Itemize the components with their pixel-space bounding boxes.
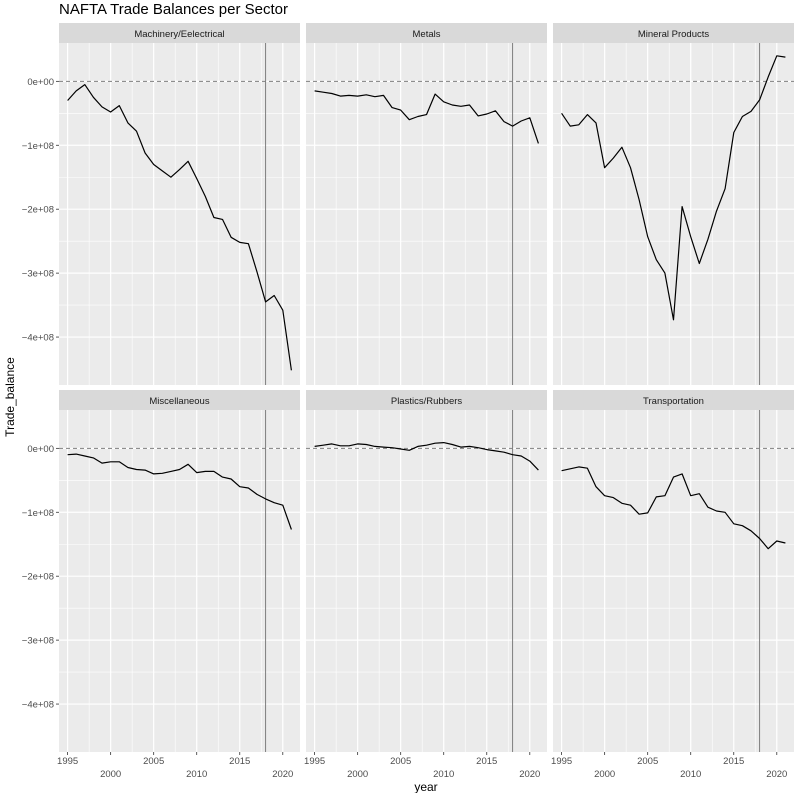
x-tick-label: 2010 <box>680 769 701 780</box>
x-tick-label: 2000 <box>347 769 368 780</box>
facet-strip <box>59 390 300 410</box>
x-tick-label: 2015 <box>229 756 250 767</box>
y-tick-label: −2e+08 <box>22 205 54 216</box>
facet-panels: Machinery/Eelectrical 0e+00 −1e+08 −2e+08 −3… <box>22 23 794 780</box>
panel-background <box>306 410 547 752</box>
y-tick-label: −4e+08 <box>22 333 54 344</box>
panel-background <box>59 410 300 752</box>
x-tick-label: 2010 <box>186 769 207 780</box>
x-tick-label: 1995 <box>57 756 78 767</box>
series-line <box>314 90 539 144</box>
y-tick-label: −1e+08 <box>22 508 54 519</box>
y-tick-label: 0e+00 <box>27 444 54 455</box>
y-tick-label: −4e+08 <box>22 700 54 711</box>
series-line <box>561 466 786 550</box>
facet-panel: Mineral Products <box>553 23 794 385</box>
series-line <box>561 55 786 321</box>
series-line <box>67 83 292 371</box>
facet-panel: Plastics/Rubbers 1995 2000 2005 2010 2015 2020 <box>304 390 547 780</box>
y-tick-label: −2e+08 <box>22 572 54 583</box>
x-tick-label: 2000 <box>594 769 615 780</box>
facet-panel: Machinery/Eelectrical 0e+00 −1e+08 −2e+08 −3… <box>22 23 300 385</box>
facet-strip-label: Transportation <box>643 396 704 407</box>
y-tick-label: −1e+08 <box>22 141 54 152</box>
facet-strip <box>306 23 547 43</box>
facet-strip-label: Miscellaneous <box>149 396 209 407</box>
x-tick-label: 2015 <box>476 756 497 767</box>
panel-background <box>553 43 794 385</box>
facet-panel: Miscellaneous 0e+00 −1e+08 −2e+08 −3e+08 −4e+… <box>22 390 300 780</box>
panel-background <box>59 43 300 385</box>
x-tick-label: 2010 <box>433 769 454 780</box>
facet-strip-label: Machinery/Eelectrical <box>134 29 224 40</box>
x-tick-label: 1995 <box>551 756 572 767</box>
facet-strip <box>553 23 794 43</box>
series-line <box>314 442 539 471</box>
chart-title: NAFTA Trade Balances per Sector <box>59 1 288 18</box>
x-tick-label: 2000 <box>100 769 121 780</box>
facet-strip <box>306 390 547 410</box>
x-tick-label: 2020 <box>272 769 293 780</box>
x-tick-label: 2020 <box>766 769 787 780</box>
x-tick-label: 2005 <box>143 756 164 767</box>
y-tick-label: −3e+08 <box>22 636 54 647</box>
x-axis-title: year <box>414 780 437 793</box>
facet-panel: Metals <box>306 23 547 385</box>
facet-strip-label: Plastics/Rubbers <box>391 396 463 407</box>
y-tick-label: −3e+08 <box>22 269 54 280</box>
y-axis-title: Trade_balance <box>3 357 17 437</box>
x-tick-label: 2005 <box>637 756 658 767</box>
series-line <box>67 453 292 530</box>
y-tick-label: 0e+00 <box>27 77 54 88</box>
panel-background <box>306 43 547 385</box>
x-tick-label: 2005 <box>390 756 411 767</box>
x-tick-label: 2015 <box>723 756 744 767</box>
panel-background <box>553 410 794 752</box>
x-tick-label: 1995 <box>304 756 325 767</box>
facet-strip <box>553 390 794 410</box>
facet-strip-label: Mineral Products <box>638 29 710 40</box>
facet-strip-label: Metals <box>413 29 441 40</box>
x-tick-label: 2020 <box>519 769 540 780</box>
facet-panel: Transportation 1995 2000 2005 2010 2015 2020 <box>551 390 794 780</box>
facet-strip <box>59 23 300 43</box>
